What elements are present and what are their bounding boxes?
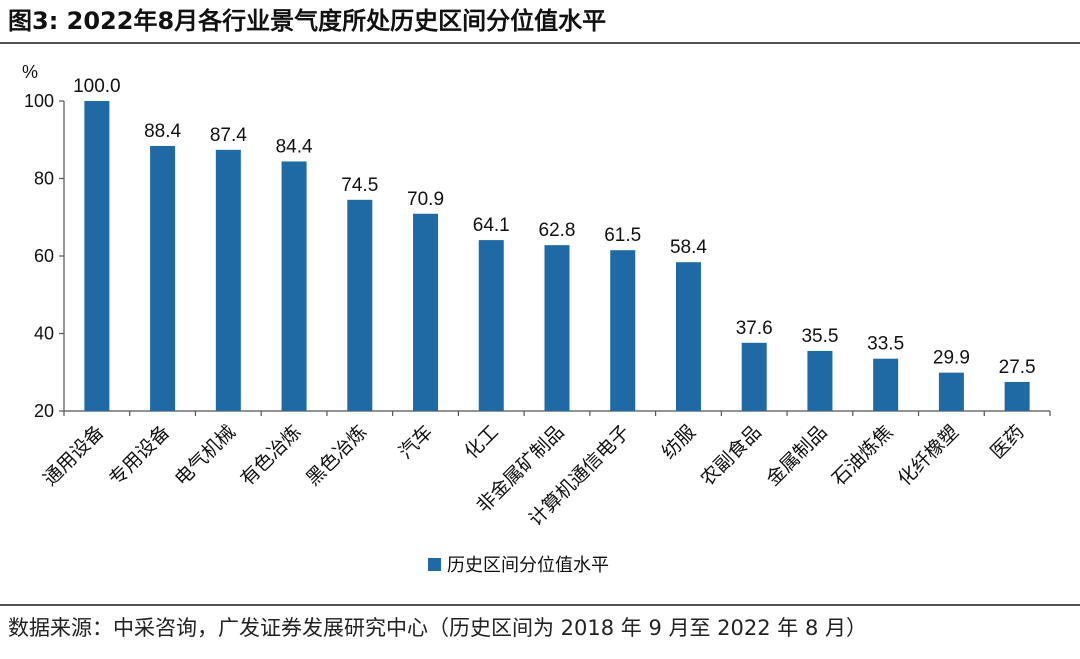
x-category-label: 金属制品	[762, 421, 831, 490]
x-category-label: 石油炼焦	[828, 421, 897, 490]
bar-5	[347, 199, 373, 411]
data-label: 35.5	[801, 326, 838, 347]
bar-1	[84, 101, 110, 411]
y-tick-label: 60	[34, 246, 54, 266]
y-tick-label: 40	[34, 324, 54, 344]
x-category-label: 通用设备	[39, 421, 108, 490]
title-divider	[0, 42, 1080, 44]
x-category-label: 医药	[986, 421, 1028, 463]
data-label: 29.9	[933, 348, 970, 369]
data-label: 88.4	[144, 121, 181, 142]
data-label: 87.4	[210, 125, 247, 146]
y-tick-label: 100	[24, 91, 54, 111]
bar-13	[873, 358, 899, 411]
x-category-label: 黑色冶炼	[302, 421, 371, 490]
data-label: 61.5	[604, 225, 641, 246]
x-category-label: 有色冶炼	[236, 421, 305, 490]
data-label: 70.9	[407, 189, 444, 210]
x-category-label: 纺服	[658, 421, 700, 463]
bar-6	[413, 213, 439, 411]
x-category-label: 电气机械	[171, 421, 240, 490]
data-label: 84.4	[276, 136, 313, 157]
bar-14	[938, 372, 964, 411]
x-category-label: 农副食品	[696, 421, 765, 490]
data-label: 100.0	[73, 76, 121, 97]
bar-9	[610, 250, 636, 411]
data-label: 27.5	[999, 357, 1036, 378]
bar-8	[544, 245, 570, 411]
bar-3	[215, 149, 241, 411]
bar-2	[150, 145, 176, 411]
y-tick-label: 80	[34, 169, 54, 189]
data-label: 58.4	[670, 237, 707, 258]
bar-11	[741, 342, 767, 411]
y-axis-unit-label: %	[22, 62, 38, 82]
bar-12	[807, 350, 833, 411]
source-divider	[0, 604, 1080, 606]
data-label: 64.1	[473, 215, 510, 236]
bar-15	[1004, 381, 1030, 411]
x-category-label: 化纤橡塑	[894, 421, 963, 490]
data-label: 62.8	[539, 220, 576, 241]
x-category-label: 专用设备	[105, 421, 174, 490]
x-category-label: 汽车	[395, 421, 437, 463]
legend-swatch	[428, 558, 441, 571]
y-tick-label: 20	[34, 401, 54, 421]
bar-chart: % 20 40 60 80 100 100.0 通用设备 88.4 专用设备 87.4 电气机械 84.…	[22, 62, 1051, 575]
figure-title: 图3: 2022年8月各行业景气度所处历史区间分位值水平	[8, 7, 607, 35]
source-note: 数据来源：中采咨询，广发证券发展研究中心（历史区间为 2018 年 9 月至 2…	[8, 616, 868, 640]
bar-4	[281, 161, 307, 411]
legend-label: 历史区间分位值水平	[447, 555, 609, 575]
data-label: 74.5	[341, 175, 378, 196]
data-label: 33.5	[867, 334, 904, 355]
x-category-label: 化工	[460, 421, 502, 463]
data-label: 37.6	[736, 318, 773, 339]
bar-10	[675, 262, 701, 411]
bar-7	[478, 240, 504, 411]
